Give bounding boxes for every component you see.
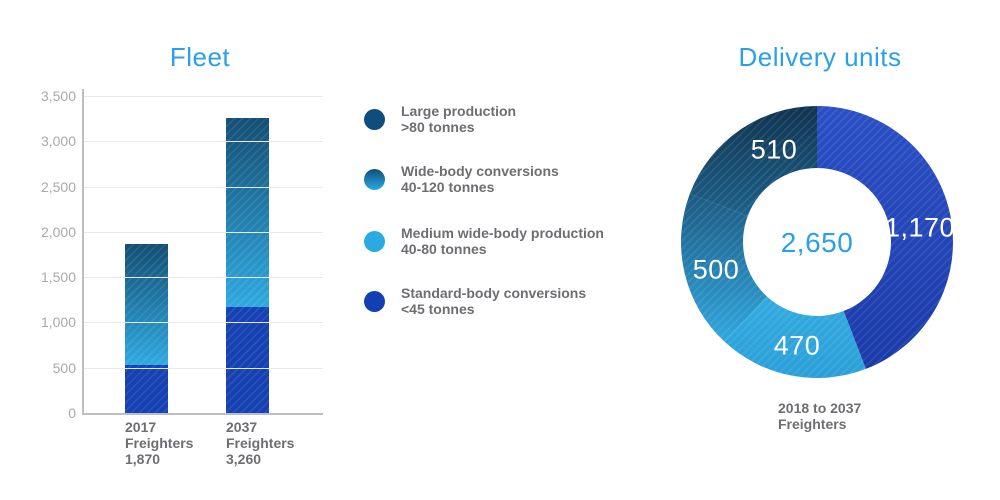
legend-item-medium-wide-body-production: Medium wide-body production 40-80 tonnes [364,225,604,257]
donut-caption: 2018 to 2037 Freighters [778,400,861,432]
medium-wide-body-production-swatch-icon [364,230,385,252]
delivery-units-chart-title: Delivery units [738,42,902,72]
legend-item-large-production: Large production >80 tonnes [364,103,516,135]
caption-line-freighters: Freighters [778,416,847,432]
bar-2037-upper-gradient-segment [226,118,269,307]
legend-title: Wide-body conversions [401,163,559,179]
x-label-word: Freighters [226,435,295,451]
y-tick-label-3000: 3,000 [40,133,76,150]
bar-2037 [226,118,269,413]
x-axis-label-2017: 2017 Freighters 1,870 [125,419,193,467]
x-label-word: Freighters [125,435,194,451]
x-label-year: 2037 [226,419,258,435]
legend-subtitle: >80 tonnes [401,119,475,135]
gridline-3000 [84,141,323,143]
gridline-2500 [84,186,323,188]
gridline-500 [84,367,323,369]
x-axis-line [82,413,323,415]
x-axis-label-2037: 2037 Freighters 3,260 [226,419,294,467]
x-label-year: 2017 [125,419,157,435]
legend-subtitle: 40-80 tonnes [401,241,487,257]
slice-value-standard-body-conversions: 1,170 [884,212,956,243]
y-tick-label-3500: 3,500 [40,88,76,104]
bar-2037-standard-body-segment [226,307,269,413]
legend-item-wide-body-conversions: Wide-body conversions 40-120 tonnes [364,163,559,195]
gridline-2000 [84,231,323,233]
legend-item-standard-body-conversions: Standard-body conversions <45 tonnes [364,285,586,317]
wide-body-conversions-swatch-icon [364,168,385,190]
slice-value-wide-body-conversions: 500 [692,254,740,285]
y-tick-label-2000: 2,000 [40,223,76,240]
donut-hatch-overlay [681,106,953,378]
legend-subtitle: <45 tonnes [401,301,475,317]
legend-title: Large production [401,103,517,119]
gridline-1500 [84,277,323,279]
y-tick-label-2500: 2,500 [40,178,76,195]
donut-center-total: 2,650 [780,227,854,258]
delivery-units-donut-chart: 1,170 470 500 510 2,650 [681,106,956,378]
caption-line-years: 2018 to 2037 [778,400,862,416]
legend-title: Medium wide-body production [401,225,604,241]
slice-value-large-production: 510 [750,134,798,165]
x-label-total: 3,260 [226,451,262,467]
bar-2017-upper-gradient-segment [125,244,168,365]
gridline-3500 [84,96,323,97]
large-production-swatch-icon [364,108,385,130]
y-tick-label-0: 0 [68,405,76,421]
donut-svg [681,106,953,378]
x-label-total: 1,870 [125,451,161,467]
gridline-1000 [84,322,323,324]
y-axis-line [82,89,84,415]
standard-body-conversions-swatch-icon [364,290,385,312]
bar-2017-standard-body-segment [125,365,168,413]
y-tick-label-1500: 1,500 [40,269,76,286]
bar-2017 [125,244,168,413]
fleet-chart-title: Fleet [169,42,231,72]
y-tick-label-500: 500 [52,359,76,376]
legend-subtitle: 40-120 tonnes [401,179,495,195]
slice-value-medium-wide-body-production: 470 [773,330,821,361]
y-tick-label-1000: 1,000 [40,314,76,331]
legend-title: Standard-body conversions [401,285,587,301]
